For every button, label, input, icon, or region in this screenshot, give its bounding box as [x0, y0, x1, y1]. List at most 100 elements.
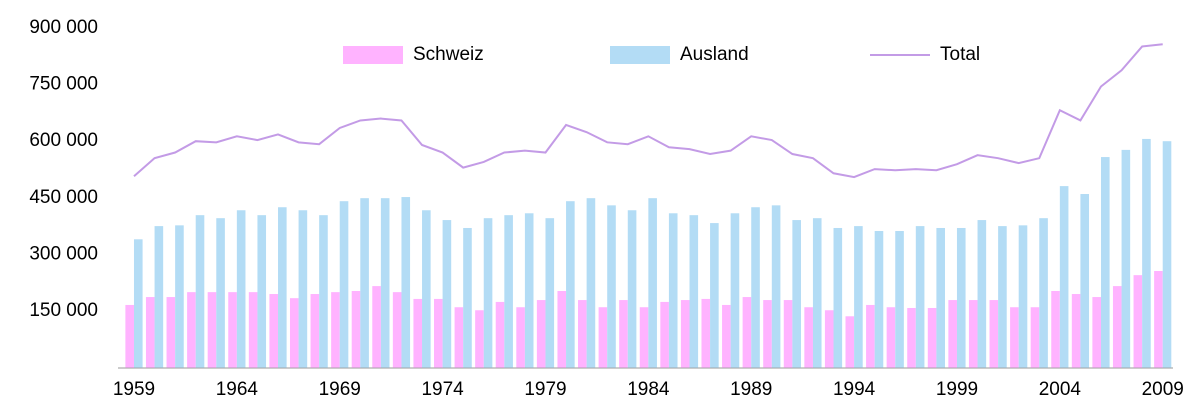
bar	[331, 292, 340, 368]
bar	[1080, 194, 1090, 368]
bar	[195, 215, 205, 368]
bar	[845, 316, 855, 368]
y-tick-label: 600 000	[29, 130, 98, 151]
bar	[545, 218, 555, 368]
bar	[701, 298, 711, 368]
bar	[475, 310, 484, 368]
bar	[833, 227, 843, 368]
bar	[956, 227, 966, 368]
bar	[463, 227, 472, 368]
bar	[1059, 186, 1069, 368]
bar	[298, 210, 308, 368]
bar	[1071, 294, 1081, 368]
bar	[771, 205, 781, 368]
bar	[1142, 138, 1151, 368]
bar	[1100, 157, 1110, 368]
x-tick-label: 1979	[524, 379, 566, 400]
x-tick-label: 1999	[936, 379, 978, 400]
bar	[812, 218, 822, 368]
bar	[413, 298, 423, 368]
bar	[1051, 291, 1060, 368]
bar	[257, 215, 267, 368]
bar	[936, 227, 945, 368]
bar	[422, 210, 431, 368]
bar	[236, 210, 246, 368]
bar	[504, 215, 513, 368]
x-tick-label: 1964	[216, 379, 259, 400]
bar	[742, 297, 752, 368]
bar	[269, 294, 279, 368]
bar	[442, 220, 452, 368]
x-tick-label: 2009	[1142, 379, 1184, 400]
bar	[454, 307, 464, 368]
bar	[1092, 297, 1101, 368]
bar	[648, 198, 657, 368]
bar	[722, 304, 731, 368]
bar	[187, 292, 196, 368]
bar	[339, 201, 349, 368]
bar	[998, 226, 1007, 368]
bar	[1121, 149, 1131, 368]
legend-swatch	[610, 46, 670, 64]
x-tick-label: 1959	[113, 379, 155, 400]
line	[133, 43, 1163, 179]
bar	[1018, 225, 1028, 368]
bar	[607, 205, 616, 368]
bar	[895, 231, 904, 368]
y-tick-label: 900 000	[29, 17, 98, 38]
bar	[854, 226, 863, 368]
bar	[824, 310, 834, 368]
bar	[166, 297, 176, 368]
bar	[278, 207, 287, 368]
bar	[289, 298, 299, 368]
bar	[401, 197, 411, 368]
x-tick-label: 1969	[319, 379, 361, 400]
bar	[1010, 307, 1019, 368]
bar	[175, 225, 184, 368]
bar	[1154, 271, 1163, 368]
bar	[866, 304, 875, 368]
y-tick-label: 150 000	[29, 300, 98, 321]
y-tick-label: 300 000	[29, 243, 98, 264]
bar	[154, 226, 164, 368]
bar	[689, 215, 699, 368]
bar	[495, 301, 505, 368]
x-tick-label: 1994	[833, 379, 876, 400]
bar	[1030, 307, 1040, 368]
bar	[730, 213, 740, 368]
bar	[586, 198, 596, 368]
bar	[598, 307, 608, 368]
bar	[619, 300, 628, 368]
legend-label: Schweiz	[413, 44, 484, 65]
bar	[627, 210, 637, 368]
bar	[557, 291, 567, 368]
bar	[351, 291, 361, 368]
legend-swatch	[343, 46, 403, 64]
bar	[372, 286, 381, 368]
x-tick-label: 1984	[627, 379, 670, 400]
bar	[792, 220, 801, 368]
bar	[360, 198, 369, 368]
bar	[710, 223, 719, 368]
bar	[763, 300, 772, 368]
bar	[886, 307, 896, 368]
bar	[1039, 218, 1048, 368]
bar	[927, 307, 937, 368]
bar	[248, 292, 258, 368]
bar	[1133, 275, 1143, 368]
bar	[516, 307, 525, 368]
bar	[668, 213, 678, 368]
bar	[680, 300, 690, 368]
bar	[216, 218, 225, 368]
y-tick-label: 750 000	[29, 74, 98, 95]
bar	[578, 300, 587, 368]
bar	[145, 297, 155, 368]
bar	[948, 300, 957, 368]
bar	[434, 298, 443, 368]
bar	[310, 294, 320, 368]
bar	[125, 304, 134, 368]
bar	[380, 198, 390, 368]
bar	[1162, 141, 1172, 368]
bar	[1112, 286, 1122, 368]
